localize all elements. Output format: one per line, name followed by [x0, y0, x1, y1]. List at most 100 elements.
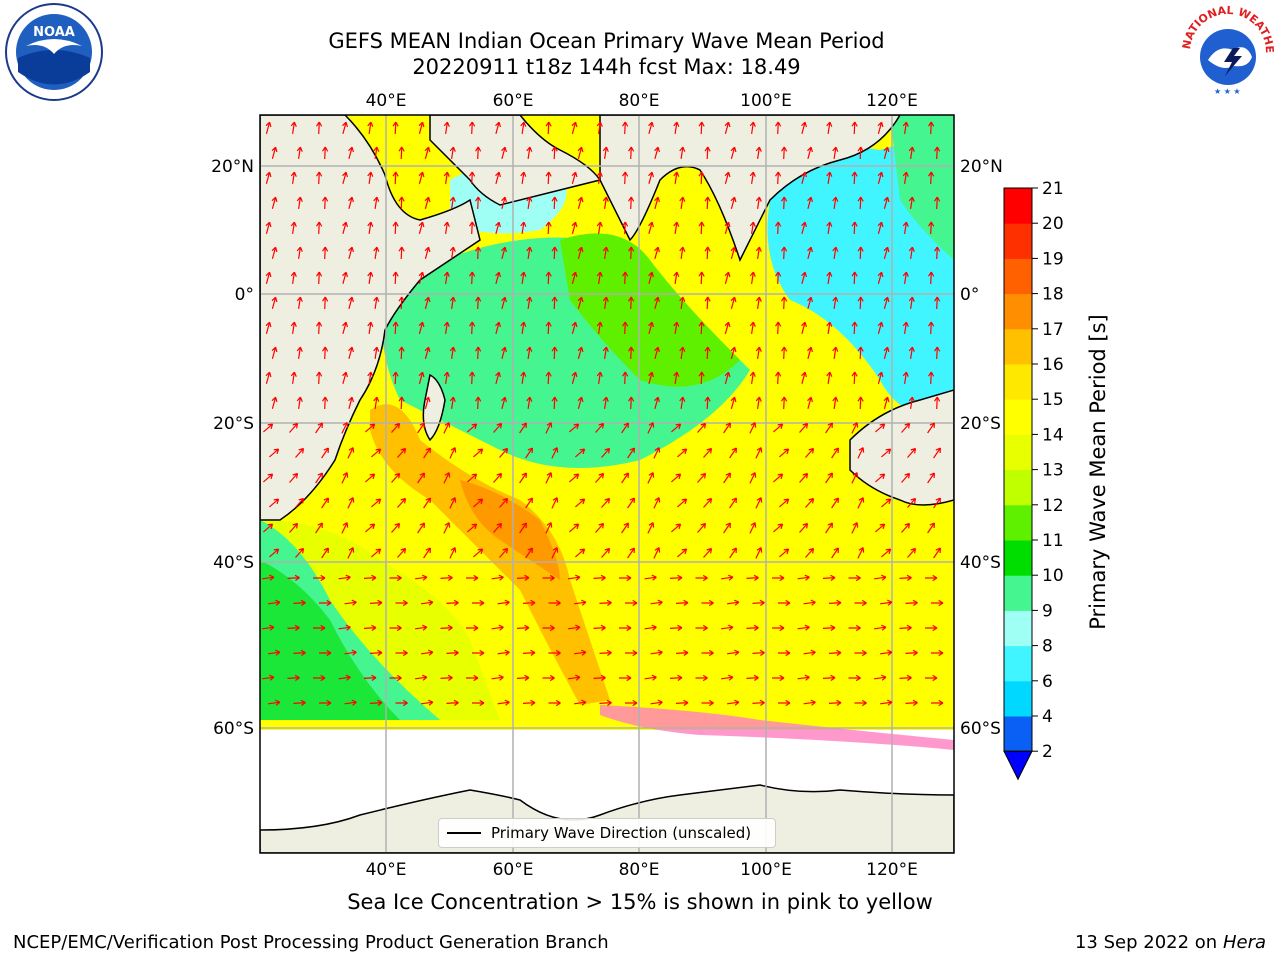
wave-arrow — [883, 296, 890, 309]
wave-arrow — [654, 296, 660, 309]
wave-arrow — [851, 522, 859, 534]
wave-arrow — [822, 574, 836, 581]
wave-arrow — [851, 221, 858, 235]
wave-arrow — [874, 574, 887, 581]
lon-tick-top: 100°E — [740, 91, 792, 111]
wave-arrow — [545, 121, 552, 135]
wave-arrow — [874, 674, 887, 681]
wave-arrow — [807, 246, 813, 259]
wave-arrow — [290, 371, 297, 384]
wave-arrow — [446, 699, 459, 706]
wave-arrow — [925, 624, 938, 632]
wave-arrow — [704, 346, 711, 360]
wave-arrow — [729, 447, 737, 459]
period-region-17s — [460, 480, 560, 580]
wave-arrow — [545, 472, 553, 484]
wave-arrow — [730, 396, 737, 409]
wave-arrow — [627, 497, 635, 509]
wave-arrow — [491, 674, 504, 681]
wave-arrow — [730, 146, 737, 159]
wave-arrow — [602, 396, 609, 409]
wave-arrow — [449, 547, 457, 559]
wave-arrow — [542, 624, 555, 632]
wave-arrow — [703, 497, 713, 508]
wave-arrow — [679, 146, 686, 159]
wave-arrow — [851, 422, 859, 434]
wave-arrow — [704, 246, 711, 260]
lat-tick-right: 0° — [960, 285, 979, 305]
wave-arrow — [321, 497, 329, 509]
wave-arrow — [501, 146, 507, 159]
wave-arrow — [443, 121, 450, 134]
wave-arrow — [854, 599, 867, 607]
wave-arrow — [730, 296, 737, 309]
wave-arrow — [648, 321, 654, 334]
wave-arrow — [367, 271, 374, 284]
wave-arrow — [883, 196, 890, 209]
wave-arrow — [520, 171, 527, 184]
wave-arrow — [596, 321, 603, 334]
wave-arrow — [472, 599, 485, 607]
wave-arrow — [395, 599, 408, 607]
wave-arrow — [363, 674, 377, 681]
wave-arrow — [475, 246, 482, 260]
lat-tick-left: 20°N — [211, 157, 254, 177]
wave-arrow — [551, 497, 559, 509]
wave-arrow — [902, 371, 909, 384]
wave-arrow — [595, 522, 605, 533]
wave-arrow — [752, 699, 765, 706]
colorbar-tick-label: 10 — [1042, 566, 1064, 586]
wave-arrow — [899, 624, 912, 631]
wave-arrow — [698, 321, 705, 335]
wave-arrow — [571, 171, 578, 184]
wave-arrow — [577, 296, 584, 309]
wave-arrow — [522, 699, 536, 706]
wave-arrow — [698, 171, 705, 185]
wave-arrow — [367, 171, 374, 184]
legend-label: Primary Wave Direction (unscaled) — [491, 824, 752, 842]
wave-arrow — [857, 296, 864, 310]
wave-arrow — [469, 271, 476, 285]
wave-arrow — [446, 599, 459, 606]
wave-arrow — [415, 674, 428, 681]
wave-arrow — [316, 221, 323, 235]
wave-arrow — [424, 146, 431, 159]
wave-arrow — [373, 346, 380, 359]
wave-arrow — [440, 624, 453, 631]
wave-arrow — [749, 171, 756, 184]
wave-arrow — [801, 321, 807, 334]
wave-arrow — [295, 547, 305, 558]
wave-arrow — [525, 547, 533, 559]
wave-arrow — [415, 624, 428, 631]
wave-arrow — [807, 146, 813, 159]
wave-arrow — [495, 271, 501, 284]
wave-arrow — [648, 171, 654, 184]
wave-arrow — [365, 523, 376, 533]
wave-arrow — [342, 171, 348, 184]
wave-arrow — [289, 472, 299, 483]
wave-arrow — [316, 271, 323, 285]
wave-arrow — [596, 121, 603, 134]
wave-arrow — [424, 296, 431, 309]
wave-arrow — [695, 674, 708, 682]
wave-arrow — [389, 624, 402, 632]
wave-arrow — [593, 674, 606, 681]
wave-arrow — [348, 146, 354, 159]
colorbar: 2 4 6 8 9 10 11 12 13 14 15 16 17 18 19 20 21 — [1003, 179, 1064, 781]
wave-arrow — [781, 296, 788, 310]
colorbar-block — [1004, 399, 1032, 435]
wave-arrow — [395, 699, 408, 707]
wave-arrow — [877, 321, 884, 334]
wave-arrow — [772, 674, 785, 682]
wave-arrow — [825, 422, 833, 434]
wave-arrow — [899, 674, 912, 681]
wave-arrow — [883, 246, 890, 259]
wave-arrow — [342, 221, 348, 234]
wave-arrow — [749, 472, 757, 484]
wave-arrow — [344, 649, 357, 656]
wave-arrow — [371, 448, 382, 458]
wave-arrow — [577, 196, 584, 209]
wave-arrow — [287, 624, 300, 631]
wave-arrow — [899, 574, 912, 581]
wave-arrow — [653, 497, 661, 509]
